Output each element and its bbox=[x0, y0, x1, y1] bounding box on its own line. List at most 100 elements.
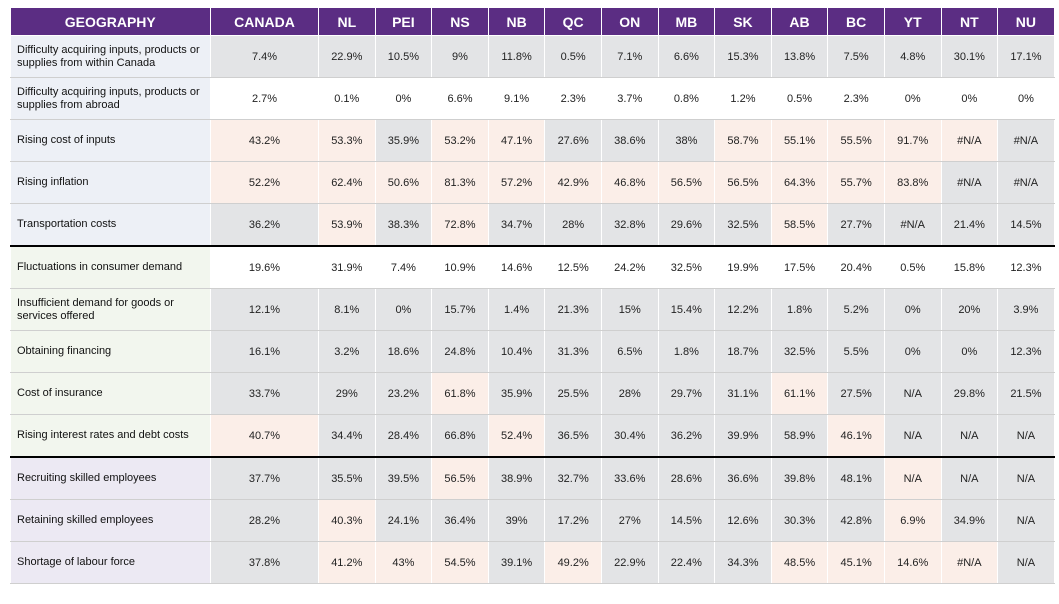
table-cell: 21.3% bbox=[544, 288, 602, 331]
table-cell: 1.2% bbox=[714, 77, 772, 120]
table-cell: 43% bbox=[374, 541, 433, 584]
table-cell: 37.8% bbox=[210, 541, 319, 584]
data-table-container: GEOGRAPHY CANADA NL PEI NS NB QC ON MB SK AB BC YT NT… bbox=[10, 8, 1055, 584]
column-header-ns: NS bbox=[431, 8, 489, 36]
table-cell: 0% bbox=[940, 77, 999, 120]
table-cell: 55.7% bbox=[827, 161, 885, 204]
table-cell: N/A bbox=[883, 372, 942, 415]
table-cell: 0.5% bbox=[770, 77, 829, 120]
table-cell: 27.7% bbox=[827, 203, 885, 247]
table-cell: 31.1% bbox=[714, 372, 772, 415]
table-cell: N/A bbox=[883, 414, 942, 458]
column-header-mb: MB bbox=[658, 8, 716, 36]
table-cell: 19.6% bbox=[210, 245, 319, 289]
row-label: Transportation costs bbox=[10, 203, 211, 247]
table-cell: 11.8% bbox=[487, 35, 546, 78]
table-cell: 16.1% bbox=[210, 330, 319, 373]
table-cell: 15.3% bbox=[714, 35, 772, 78]
table-cell: 83.8% bbox=[883, 161, 942, 204]
table-cell: 28% bbox=[600, 372, 659, 415]
row-label: Rising cost of inputs bbox=[10, 119, 211, 162]
table-cell: 24.8% bbox=[431, 330, 489, 373]
table-cell: 39.1% bbox=[487, 541, 546, 584]
table-row: Difficulty acquiring inputs, products or… bbox=[10, 35, 1055, 78]
table-cell: 12.3% bbox=[997, 330, 1055, 373]
table-cell: 50.6% bbox=[374, 161, 433, 204]
table-cell: 22.4% bbox=[657, 541, 716, 584]
column-header-sk: SK bbox=[714, 8, 772, 36]
column-header-bc: BC bbox=[827, 8, 885, 36]
table-cell: 45.1% bbox=[827, 541, 885, 584]
table-cell: 34.9% bbox=[940, 499, 999, 542]
table-cell: 20.4% bbox=[827, 245, 885, 289]
table-cell: 58.9% bbox=[770, 414, 829, 458]
table-row: Rising inflation 52.2% 62.4% 50.6% 81.3% 57.2… bbox=[10, 161, 1055, 204]
table-cell: 0% bbox=[883, 288, 942, 331]
table-cell: 61.1% bbox=[770, 372, 829, 415]
row-label: Retaining skilled employees bbox=[10, 499, 211, 542]
table-cell: 15% bbox=[600, 288, 659, 331]
row-label: Rising inflation bbox=[10, 161, 211, 204]
table-cell: 2.3% bbox=[544, 77, 602, 120]
table-cell: 32.5% bbox=[657, 245, 716, 289]
table-cell: 41.2% bbox=[318, 541, 376, 584]
table-cell: 36.2% bbox=[657, 414, 716, 458]
table-cell: 54.5% bbox=[431, 541, 489, 584]
table-cell: #N/A bbox=[940, 119, 999, 162]
table-cell: 6.5% bbox=[600, 330, 659, 373]
table-cell: 7.4% bbox=[210, 35, 319, 78]
table-cell: 14.6% bbox=[883, 541, 942, 584]
row-label: Obtaining financing bbox=[10, 330, 211, 373]
table-cell: 2.7% bbox=[210, 77, 319, 120]
table-cell: 39.5% bbox=[374, 456, 433, 500]
row-label: Difficulty acquiring inputs, products or… bbox=[10, 77, 211, 120]
table-row: Obtaining financing 16.1% 3.2% 18.6% 24.8% 10… bbox=[10, 330, 1055, 373]
table-cell: 8.1% bbox=[318, 288, 376, 331]
table-cell: 38.6% bbox=[600, 119, 659, 162]
table-cell: 42.8% bbox=[827, 499, 885, 542]
table-row: Transportation costs 36.2% 53.9% 38.3% 72.8%… bbox=[10, 203, 1055, 247]
table-cell: 28% bbox=[544, 203, 602, 247]
table-cell: N/A bbox=[997, 541, 1055, 584]
table-cell: 0% bbox=[374, 288, 433, 331]
table-cell: 9.1% bbox=[487, 77, 546, 120]
table-cell: 64.3% bbox=[770, 161, 829, 204]
row-label: Insufficient demand for goods or service… bbox=[10, 288, 211, 331]
table-cell: 39% bbox=[487, 499, 546, 542]
table-cell: 18.7% bbox=[714, 330, 772, 373]
table-cell: 6.6% bbox=[657, 35, 716, 78]
table-cell: 31.3% bbox=[544, 330, 602, 373]
table-cell: 43.2% bbox=[210, 119, 319, 162]
table-cell: 9% bbox=[431, 35, 489, 78]
table-cell: N/A bbox=[997, 456, 1055, 500]
column-header-geography: GEOGRAPHY bbox=[10, 8, 211, 36]
table-cell: 61.8% bbox=[431, 372, 489, 415]
table-cell: 29.8% bbox=[940, 372, 999, 415]
table-cell: 34.4% bbox=[318, 414, 376, 458]
table-cell: 28.2% bbox=[210, 499, 319, 542]
table-cell: 12.5% bbox=[544, 245, 602, 289]
table-cell: 32.5% bbox=[714, 203, 772, 247]
table-cell: 3.9% bbox=[997, 288, 1055, 331]
table-cell: 22.9% bbox=[600, 541, 659, 584]
column-header-canada: CANADA bbox=[210, 8, 319, 36]
table-cell: 33.6% bbox=[600, 456, 659, 500]
table-cell: 0.1% bbox=[318, 77, 376, 120]
table-cell: 34.3% bbox=[714, 541, 772, 584]
table-cell: 15.8% bbox=[940, 245, 999, 289]
table-cell: 48.5% bbox=[770, 541, 829, 584]
table-cell: 36.2% bbox=[210, 203, 319, 247]
table-cell: N/A bbox=[883, 456, 942, 500]
table-cell: N/A bbox=[940, 456, 999, 500]
table-cell: 5.2% bbox=[827, 288, 885, 331]
table-cell: 40.7% bbox=[210, 414, 319, 458]
table-cell: 42.9% bbox=[544, 161, 602, 204]
table-cell: 27.6% bbox=[544, 119, 602, 162]
table-cell: 53.9% bbox=[318, 203, 376, 247]
table-cell: 0.8% bbox=[657, 77, 716, 120]
table-cell: 0% bbox=[374, 77, 433, 120]
table-cell: 32.7% bbox=[544, 456, 602, 500]
table-cell: 33.7% bbox=[210, 372, 319, 415]
table-cell: 10.9% bbox=[431, 245, 489, 289]
table-cell: 58.7% bbox=[714, 119, 772, 162]
